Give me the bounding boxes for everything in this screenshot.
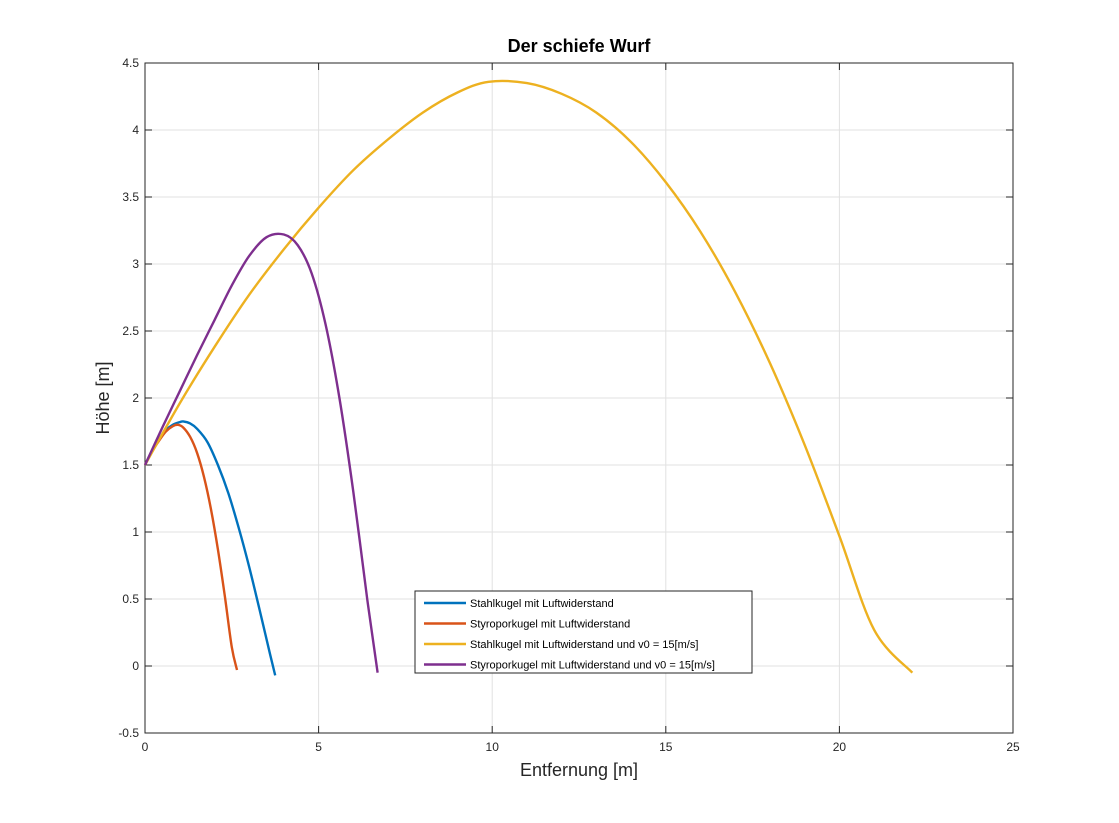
y-tick-label: 3 <box>132 257 139 271</box>
x-tick-label: 5 <box>315 740 322 754</box>
chart-title: Der schiefe Wurf <box>508 36 652 56</box>
legend-label: Stahlkugel mit Luftwiderstand und v0 = 1… <box>470 639 698 651</box>
series-layer <box>143 79 914 676</box>
legend: Stahlkugel mit Luftwiderstand Styroporkug… <box>414 590 753 674</box>
x-axis-title: Entfernung [m] <box>520 760 638 780</box>
y-tick-label: 0.5 <box>122 592 139 606</box>
y-tick-label: -0.5 <box>118 726 139 740</box>
x-tick-label: 15 <box>659 740 673 754</box>
legend-label: Stahlkugel mit Luftwiderstand <box>470 598 614 610</box>
series-line-3 <box>143 79 914 674</box>
y-tick-label: 2 <box>132 391 139 405</box>
legend-label: Styroporkugel mit Luftwiderstand und v0 … <box>470 660 715 672</box>
x-tick-label: 0 <box>142 740 149 754</box>
y-tick-label: 1.5 <box>122 458 139 472</box>
tick-layer: 0 5 10 15 20 25-0.500.511.522.533.544.5 <box>118 56 1020 754</box>
y-tick-label: 3.5 <box>122 190 139 204</box>
x-tick-label: 20 <box>833 740 847 754</box>
y-axis-title: Höhe [m] <box>93 361 113 434</box>
y-tick-label: 2.5 <box>122 324 139 338</box>
y-tick-label: 0 <box>132 659 139 673</box>
x-tick-label: 10 <box>486 740 500 754</box>
series-line-4 <box>143 232 379 673</box>
legend-items: Stahlkugel mit Luftwiderstand Styroporkug… <box>424 598 715 672</box>
x-tick-label: 25 <box>1006 740 1020 754</box>
y-tick-label: 1 <box>132 525 139 539</box>
legend-label: Styroporkugel mit Luftwiderstand <box>470 619 630 631</box>
y-tick-label: 4.5 <box>122 56 139 70</box>
y-tick-label: 4 <box>132 123 139 137</box>
legend-box <box>414 590 753 674</box>
